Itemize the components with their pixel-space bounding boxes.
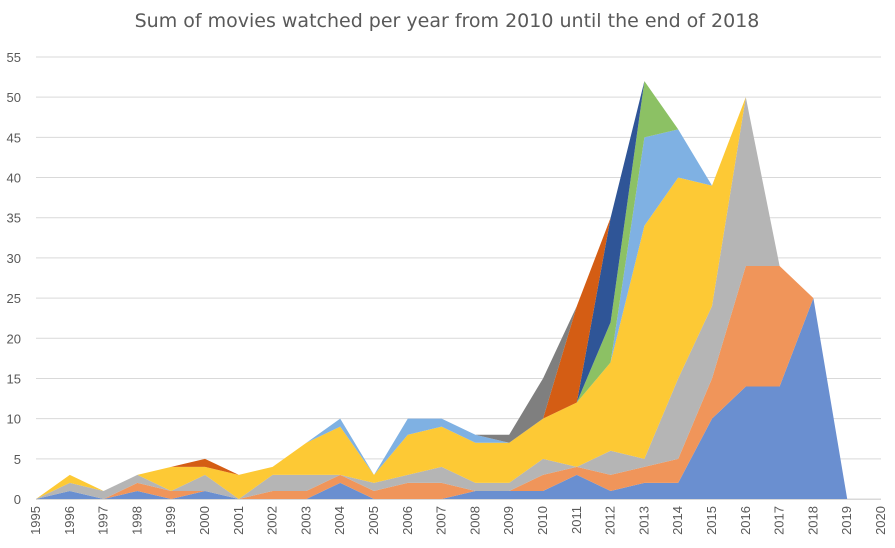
y-tick-label: 20 xyxy=(7,331,21,346)
x-tick-label: 2019 xyxy=(839,506,854,535)
series-area-3 xyxy=(36,97,881,500)
x-tick-label: 2002 xyxy=(265,506,280,535)
x-tick-label: 1998 xyxy=(129,506,144,535)
x-tick-label: 2008 xyxy=(467,506,482,535)
x-axis: 1995 1996 1997 1998 1999 2000 2001 2002 2003 2004… xyxy=(28,499,888,535)
series-area-1 xyxy=(36,298,881,499)
x-tick-label: 1995 xyxy=(28,506,43,535)
y-tick-label: 5 xyxy=(14,452,21,467)
y-tick-label: 50 xyxy=(7,90,21,105)
series-area-2 xyxy=(36,265,881,499)
x-tick-label: 2005 xyxy=(366,506,381,535)
y-tick-label: 0 xyxy=(14,492,21,507)
x-tick-label: 2017 xyxy=(772,506,787,535)
y-tick-label: 35 xyxy=(7,211,21,226)
x-tick-label: 2007 xyxy=(434,506,449,535)
y-tick-label: 25 xyxy=(7,291,21,306)
y-tick-label: 45 xyxy=(7,130,21,145)
y-tick-label: 30 xyxy=(7,251,21,266)
x-tick-label: 2016 xyxy=(738,506,753,535)
series-areas xyxy=(36,81,881,500)
y-tick-label: 55 xyxy=(7,50,21,65)
x-tick-label: 2012 xyxy=(603,506,618,535)
x-tick-label: 2013 xyxy=(636,506,651,535)
x-tick-label: 2000 xyxy=(197,506,212,535)
x-tick-label: 2014 xyxy=(670,506,685,535)
x-tick-label: 2020 xyxy=(873,506,888,535)
y-axis: 0 5 10 15 20 25 30 35 40 45 50 55 xyxy=(7,50,21,507)
x-tick-label: 2006 xyxy=(400,506,415,535)
y-tick-label: 10 xyxy=(7,412,21,427)
series-area-4 xyxy=(36,97,881,500)
x-tick-label: 1999 xyxy=(163,506,178,535)
chart-title: Sum of movies watched per year from 2010… xyxy=(135,10,760,32)
x-tick-label: 2010 xyxy=(535,506,550,535)
y-tick-label: 15 xyxy=(7,371,21,386)
x-tick-label: 2003 xyxy=(298,506,313,535)
x-tick-label: 2011 xyxy=(569,506,584,534)
x-tick-label: 1996 xyxy=(62,506,77,535)
x-tick-label: 2004 xyxy=(332,506,347,535)
y-tick-label: 40 xyxy=(7,171,21,186)
x-tick-label: 2015 xyxy=(704,506,719,535)
x-tick-label: 1997 xyxy=(96,506,111,535)
x-tick-label: 2018 xyxy=(805,506,820,535)
x-tick-label: 2001 xyxy=(231,506,246,535)
x-tick-label: 2009 xyxy=(501,506,516,535)
